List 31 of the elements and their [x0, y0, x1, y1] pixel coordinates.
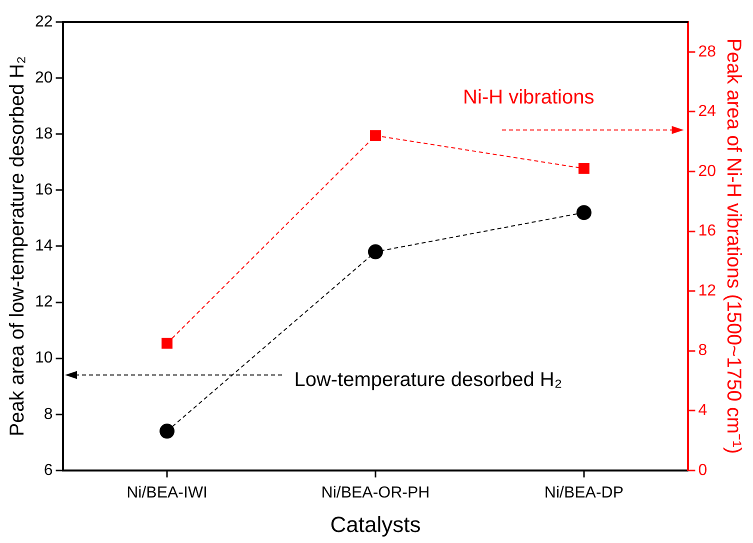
- y-tick-label: 20: [35, 69, 53, 86]
- y2-axis-title: Peak area of Ni-H vibrations (1500~1750 cm⁻¹): [722, 38, 744, 454]
- y-tick-label: 16: [35, 182, 53, 199]
- y2-tick-label: 24: [698, 103, 716, 120]
- text: Ni-H vibrations: [463, 86, 594, 109]
- y2-tick-label: 16: [698, 222, 716, 240]
- x-tick-label: Ni/BEA-DP: [544, 484, 624, 502]
- point: [578, 163, 590, 174]
- series-label: Low-temperature desorbed H₂: [294, 369, 562, 392]
- y2-tick-label: 4: [698, 402, 708, 420]
- y2-tick-label: 8: [698, 342, 708, 360]
- point: [370, 130, 381, 142]
- x-tick-label: Ni/BEA-IWI: [126, 484, 208, 502]
- y2-tick-label: 0: [698, 462, 708, 479]
- y-tick-label: 8: [44, 406, 53, 423]
- y-tick-label: 6: [44, 462, 53, 479]
- x-tick-label: Ni/BEA-OR-PH: [321, 484, 430, 502]
- point: [576, 205, 592, 220]
- y-tick-label: 22: [35, 13, 53, 30]
- y2-tick-label: 28: [698, 43, 716, 60]
- y-axis-title: Peak area of low-temperature desorbed H₂: [6, 56, 29, 436]
- point: [368, 244, 383, 260]
- y-tick-label: 18: [35, 126, 53, 143]
- y-tick-label: 10: [35, 350, 53, 367]
- y2-tick-label: 12: [698, 282, 716, 300]
- point: [160, 424, 175, 439]
- x-axis-title: Catalysts: [330, 512, 421, 537]
- y-tick-label: 14: [35, 238, 53, 255]
- point: [162, 338, 172, 349]
- y2-tick-label: 20: [698, 162, 716, 180]
- y-tick-label: 12: [35, 294, 53, 311]
